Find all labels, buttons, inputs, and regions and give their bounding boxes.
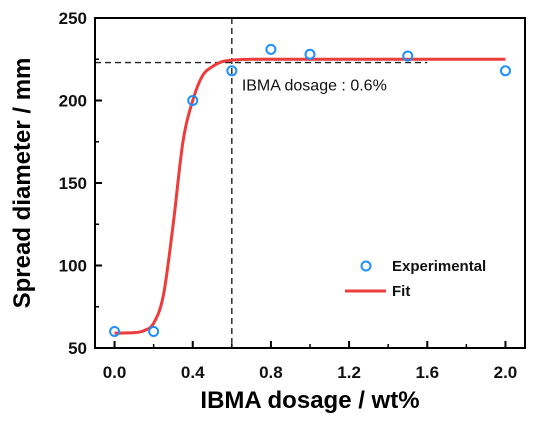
- x-tick-label: 1.2: [337, 363, 361, 382]
- x-axis-title: IBMA dosage / wt%: [200, 387, 419, 414]
- x-tick-label: 1.6: [415, 363, 439, 382]
- fit-line: [114, 57, 506, 335]
- legend-label-experimental: Experimental: [392, 258, 486, 275]
- legend-marker-experimental: [360, 260, 372, 272]
- y-tick-label: 50: [68, 339, 87, 358]
- fit-layer: [114, 57, 506, 335]
- y-tick-label: 150: [59, 174, 87, 193]
- legend: Experimental Fit: [345, 258, 486, 300]
- points-layer: [109, 43, 511, 337]
- x-tick-label: 2.0: [494, 363, 518, 382]
- y-tick-label: 100: [59, 257, 87, 276]
- plot-frame: [94, 17, 526, 349]
- data-point: [304, 48, 316, 60]
- y-axis: 50 100 150 200 250: [59, 9, 102, 358]
- data-point: [187, 95, 199, 106]
- data-point: [109, 326, 121, 337]
- y-tick-label: 200: [59, 92, 87, 111]
- x-axis: 0.0 0.4 0.8 1.2 1.6 2.0: [103, 341, 518, 382]
- data-point: [402, 50, 414, 62]
- data-point: [265, 43, 277, 55]
- x-tick-label: 0.4: [181, 363, 205, 382]
- legend-label-fit: Fit: [392, 283, 410, 300]
- annotation-guides: [95, 18, 428, 348]
- data-point: [148, 326, 160, 337]
- x-tick-label: 0.0: [103, 363, 127, 382]
- data-point: [226, 65, 238, 77]
- x-tick-label: 0.8: [259, 363, 283, 382]
- y-axis-title: Spread diameter / mm: [9, 58, 36, 309]
- annotation-label: IBMA dosage : 0.6%: [242, 78, 387, 95]
- data-point: [499, 65, 511, 77]
- y-tick-label: 250: [59, 9, 87, 28]
